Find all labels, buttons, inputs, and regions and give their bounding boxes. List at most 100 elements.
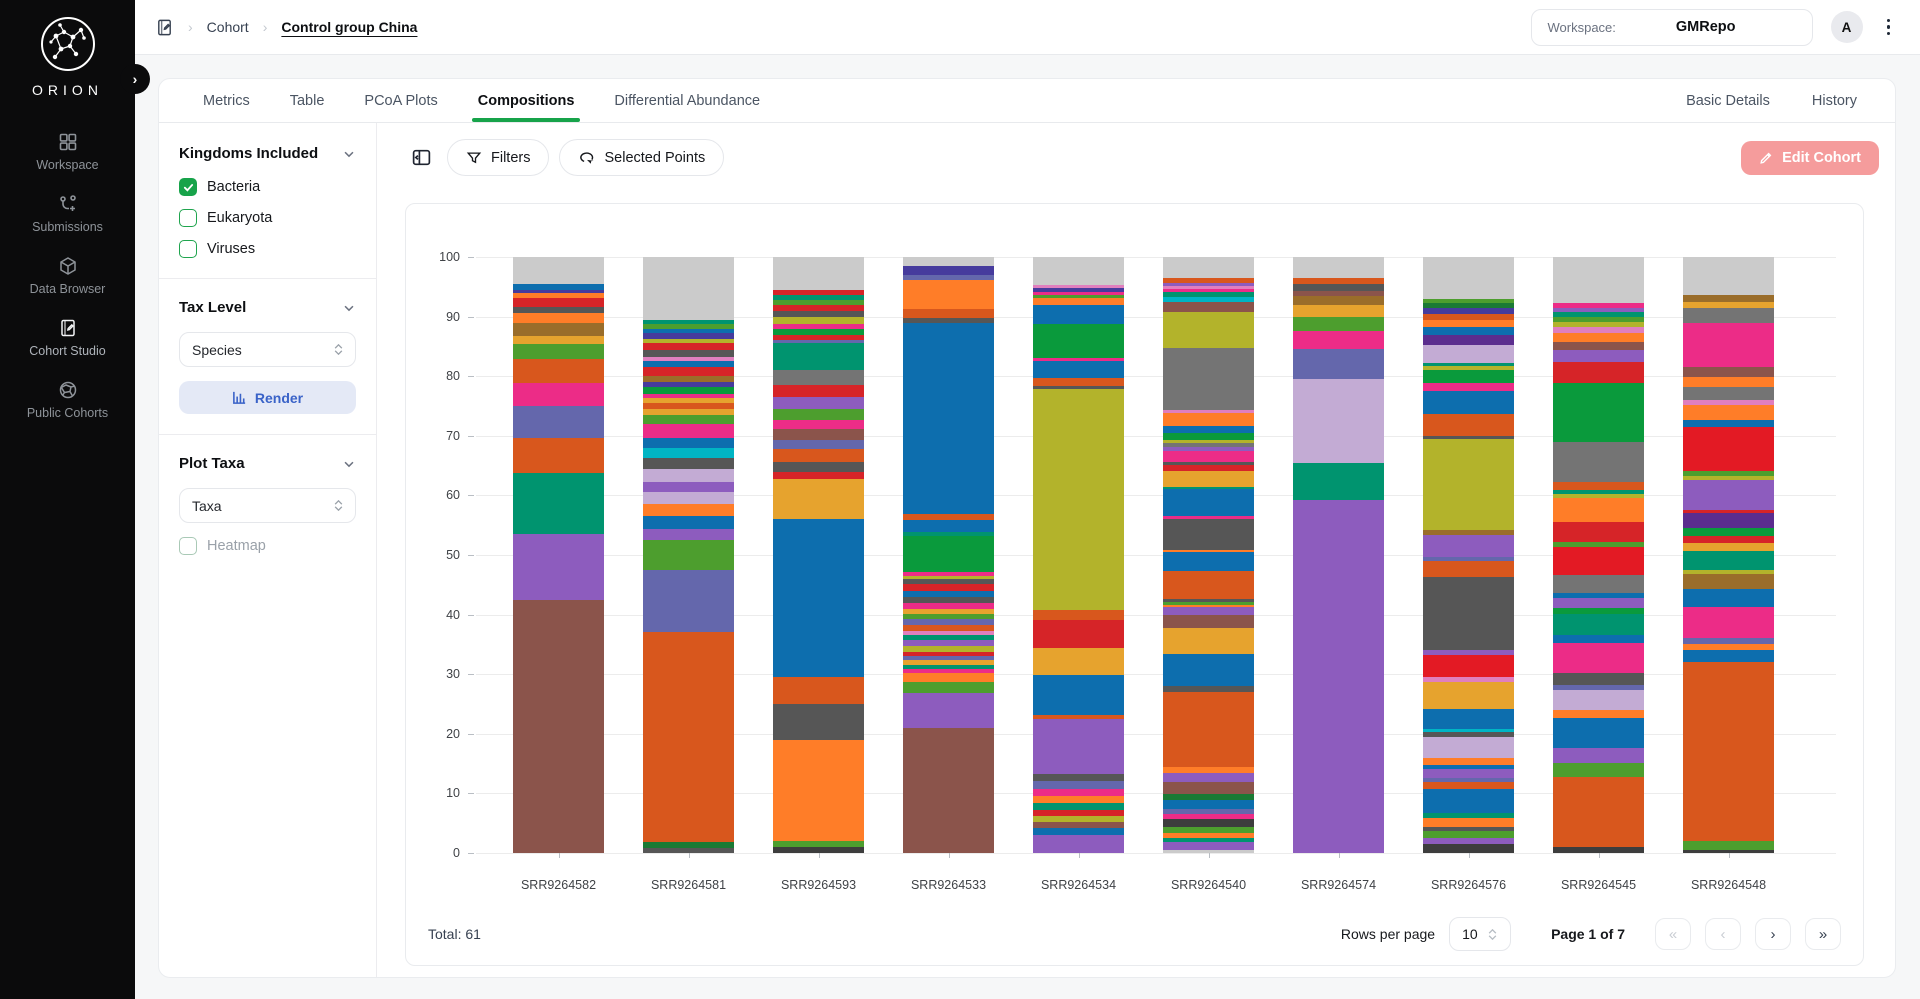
bar-segment[interactable] (773, 472, 864, 480)
bar-segment[interactable] (903, 257, 994, 266)
bar-segment[interactable] (773, 739, 864, 841)
bar-segment[interactable] (903, 646, 994, 652)
tax-level-select[interactable]: Species (179, 332, 356, 367)
sidebar-item-submissions[interactable]: Submissions (0, 194, 135, 234)
bar-segment[interactable] (1553, 643, 1644, 673)
bar-segment[interactable] (643, 394, 734, 398)
bar-segment[interactable] (1163, 433, 1254, 440)
bar-segment[interactable] (1423, 831, 1514, 839)
checkbox-eukaryota[interactable]: Eukaryota (179, 209, 356, 227)
bar-segment[interactable] (643, 842, 734, 849)
collapse-panel-button[interactable] (405, 142, 437, 174)
bar-segment[interactable] (903, 531, 994, 537)
bar-segment[interactable] (1553, 709, 1644, 719)
bar-segment[interactable] (1683, 376, 1774, 387)
bar-segment[interactable] (1423, 709, 1514, 729)
bar-segment[interactable] (1553, 383, 1644, 442)
bar-segment[interactable] (1423, 758, 1514, 765)
bar-segment[interactable] (643, 257, 734, 320)
bar-segment[interactable] (1423, 844, 1514, 853)
tab-differential-abundance[interactable]: Differential Abundance (614, 92, 761, 109)
bar-segment[interactable] (1553, 614, 1644, 635)
bar-segment[interactable] (773, 289, 864, 295)
bar-segment[interactable] (1163, 257, 1254, 278)
sidebar-item-cohort-studio[interactable]: Cohort Studio (0, 318, 135, 358)
stacked-bar[interactable] (513, 257, 604, 853)
bar-segment[interactable] (1163, 837, 1254, 843)
bar-segment[interactable] (773, 316, 864, 324)
bar-segment[interactable] (1683, 257, 1774, 296)
bar-segment[interactable] (773, 479, 864, 487)
bar-segment[interactable] (643, 448, 734, 458)
bar-segment[interactable] (1423, 326, 1514, 336)
bar-segment[interactable] (1423, 736, 1514, 759)
bar-segment[interactable] (1293, 304, 1384, 317)
bar-segment[interactable] (773, 343, 864, 371)
kebab-menu-icon[interactable] (1881, 15, 1897, 40)
bar-segment[interactable] (903, 579, 994, 584)
bar-segment[interactable] (903, 274, 994, 280)
bar-segment[interactable] (773, 310, 864, 317)
bar-segment[interactable] (773, 439, 864, 450)
bar-segment[interactable] (773, 846, 864, 853)
bar-segment[interactable] (1163, 686, 1254, 693)
bar-segment[interactable] (1163, 832, 1254, 838)
bar-segment[interactable] (643, 632, 734, 843)
bar-segment[interactable] (773, 323, 864, 330)
bar-segment[interactable] (1163, 772, 1254, 782)
bar-segment[interactable] (1033, 298, 1124, 306)
bar-segment[interactable] (1163, 277, 1254, 283)
render-button[interactable]: Render (179, 381, 356, 414)
bar-segment[interactable] (1683, 419, 1774, 427)
bar-segment[interactable] (903, 575, 994, 580)
bar-segment[interactable] (1683, 301, 1774, 309)
bar-segment[interactable] (513, 359, 604, 383)
bar-segment[interactable] (643, 386, 734, 395)
bar-segment[interactable] (1033, 714, 1124, 720)
bar-segment[interactable] (1163, 282, 1254, 286)
first-page-button[interactable]: « (1655, 918, 1691, 950)
bar-segment[interactable] (513, 312, 604, 323)
bar-segment[interactable] (903, 583, 994, 591)
stacked-bar[interactable] (1553, 257, 1644, 853)
bar-segment[interactable] (643, 324, 734, 329)
bar-segment[interactable] (1553, 762, 1644, 777)
bar-segment[interactable] (773, 703, 864, 740)
sidebar-item-data-browser[interactable]: Data Browser (0, 256, 135, 296)
bar-segment[interactable] (773, 329, 864, 336)
bar-segment[interactable] (1423, 650, 1514, 655)
bar-segment[interactable] (643, 397, 734, 403)
bar-segment[interactable] (1033, 774, 1124, 782)
bar-segment[interactable] (1553, 541, 1644, 547)
bar-segment[interactable] (1293, 295, 1384, 305)
bar-segment[interactable] (1033, 803, 1124, 810)
bar-segment[interactable] (643, 438, 734, 449)
bar-segment[interactable] (1293, 290, 1384, 296)
bar-segment[interactable] (643, 569, 734, 633)
sidebar-expand-button[interactable]: › (120, 64, 150, 94)
bar-segment[interactable] (643, 516, 734, 529)
bar-segment[interactable] (1163, 439, 1254, 444)
bar-segment[interactable] (903, 635, 994, 641)
bar-segment[interactable] (643, 343, 734, 350)
bar-segment[interactable] (1033, 647, 1124, 676)
bar-segment[interactable] (1423, 826, 1514, 832)
bar-segment[interactable] (513, 343, 604, 360)
bar-segment[interactable] (1163, 461, 1254, 466)
bar-segment[interactable] (903, 656, 994, 661)
bar-segment[interactable] (1163, 827, 1254, 833)
bar-segment[interactable] (773, 294, 864, 300)
bar-segment[interactable] (1163, 570, 1254, 599)
bar-segment[interactable] (903, 672, 994, 682)
stacked-bar[interactable] (1163, 257, 1254, 853)
stacked-bar[interactable] (1683, 257, 1774, 853)
bar-segment[interactable] (1163, 471, 1254, 487)
bar-segment[interactable] (513, 472, 604, 535)
bar-segment[interactable] (1683, 476, 1774, 481)
bar-segment[interactable] (1163, 550, 1254, 553)
bar-segment[interactable] (1033, 257, 1124, 285)
bar-segment[interactable] (1033, 389, 1124, 610)
checkbox-viruses[interactable]: Viruses (179, 240, 356, 258)
bar-segment[interactable] (1163, 447, 1254, 451)
bar-segment[interactable] (1163, 799, 1254, 809)
